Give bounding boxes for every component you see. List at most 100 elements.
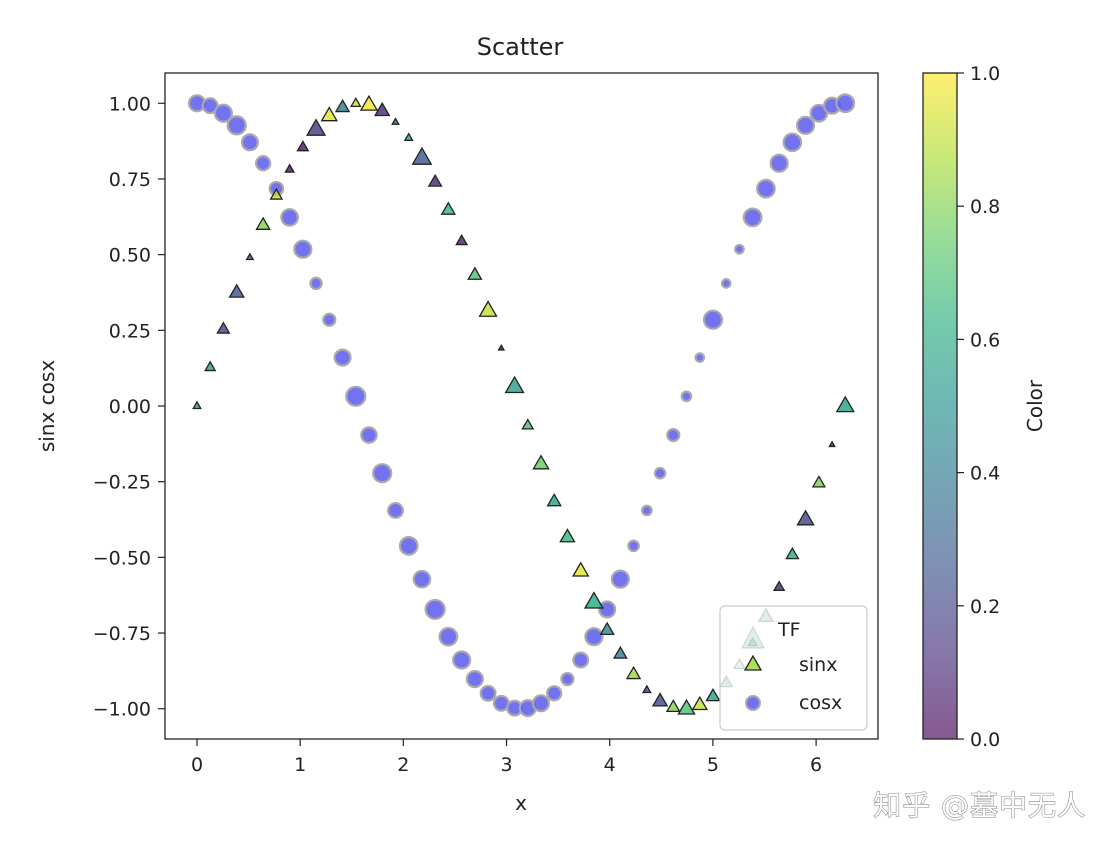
sinx-point bbox=[269, 187, 284, 200]
sinx-point bbox=[665, 699, 681, 713]
sinx-point bbox=[245, 252, 255, 261]
cosx-point bbox=[795, 115, 816, 135]
sinx-point bbox=[359, 94, 379, 111]
y-tick-label: 0.75 bbox=[109, 169, 151, 191]
cosx-point bbox=[333, 348, 352, 367]
cosx-point bbox=[226, 115, 247, 136]
cosx-point bbox=[769, 153, 789, 173]
sinx-point bbox=[391, 117, 400, 125]
cosx-point bbox=[372, 463, 393, 484]
cosx-point bbox=[782, 132, 803, 153]
cosx-point bbox=[398, 535, 419, 556]
sinx-point bbox=[497, 343, 506, 351]
x-tick-label: 0 bbox=[191, 754, 203, 776]
sinx-point bbox=[828, 440, 836, 448]
colorbar-frame bbox=[922, 72, 958, 740]
sinx-point bbox=[216, 321, 231, 334]
sinx-point bbox=[705, 687, 721, 702]
colorbar-tick-label: 0.8 bbox=[970, 196, 1000, 218]
cosx-point bbox=[809, 103, 829, 123]
legend: TF sinx cosx bbox=[719, 605, 868, 731]
sinx-point bbox=[411, 146, 433, 165]
sinx-point bbox=[796, 509, 815, 526]
cosx-point bbox=[653, 466, 667, 480]
cosx-point bbox=[610, 569, 630, 589]
cosx-point bbox=[572, 651, 590, 669]
cosx-point bbox=[412, 569, 432, 589]
x-tick-label: 1 bbox=[294, 754, 306, 776]
sinx-point bbox=[559, 528, 576, 543]
y-tick-label: 1.00 bbox=[109, 93, 151, 115]
legend-title-marker bbox=[741, 625, 765, 649]
y-tick-label: −0.25 bbox=[93, 472, 151, 494]
y-tick-label: −0.75 bbox=[93, 623, 151, 645]
cosx-point bbox=[720, 278, 732, 289]
sinx-point bbox=[811, 475, 827, 488]
x-tick-label: 3 bbox=[500, 754, 512, 776]
colorbar: 0.0 0.2 0.4 0.6 0.8 1.0 Color bbox=[922, 63, 1047, 751]
cosx-point bbox=[680, 390, 693, 403]
sinx-point bbox=[546, 492, 562, 507]
sinx-point bbox=[641, 684, 652, 694]
sinx-point bbox=[521, 418, 535, 430]
colorbar-tick-label: 0.6 bbox=[970, 329, 1000, 351]
cosx-point bbox=[322, 312, 337, 327]
sinx-point bbox=[532, 454, 550, 470]
cosx-point bbox=[360, 426, 378, 444]
legend-cosx-marker bbox=[745, 695, 761, 711]
legend-sinx-label: sinx bbox=[799, 654, 837, 676]
cosx-point bbox=[666, 427, 681, 443]
sinx-point bbox=[373, 101, 391, 117]
cosx-point bbox=[560, 671, 575, 687]
y-tick-label: 0.50 bbox=[109, 245, 151, 267]
cosx-point bbox=[641, 504, 653, 517]
cosx-point bbox=[584, 627, 604, 647]
y-tick-label: −1.00 bbox=[93, 699, 151, 721]
sinx-point bbox=[651, 692, 669, 707]
colorbar-tick-label: 0.2 bbox=[970, 596, 1000, 618]
cosx-point bbox=[627, 539, 640, 553]
legend-sinx-marker bbox=[743, 654, 763, 671]
colorbar-ticks: 0.0 0.2 0.4 0.6 0.8 1.0 bbox=[957, 63, 1000, 751]
y-axis: −1.00 −0.75 −0.50 −0.25 0.00 0.25 0.50 0.75 1.00 bbox=[93, 93, 165, 721]
cosx-point bbox=[734, 243, 745, 255]
colorbar-label: Color bbox=[1023, 379, 1047, 432]
cosx-point bbox=[531, 694, 551, 713]
cosx-point bbox=[240, 133, 259, 152]
x-axis: 0 1 2 3 4 5 6 bbox=[191, 739, 822, 776]
cosx-point bbox=[465, 670, 484, 689]
sinx-point bbox=[403, 132, 414, 141]
cosx-point bbox=[598, 600, 617, 619]
colorbar-gradient bbox=[923, 73, 957, 739]
plot-marks bbox=[187, 93, 856, 718]
cosx-point bbox=[835, 93, 856, 114]
cosx-point bbox=[702, 309, 724, 330]
cosx-point bbox=[479, 684, 497, 702]
sinx-point bbox=[334, 98, 351, 113]
y-tick-label: 0.00 bbox=[109, 396, 151, 418]
cosx-point bbox=[387, 501, 404, 519]
chart-title: Scatter bbox=[477, 33, 564, 61]
sinx-point bbox=[467, 266, 483, 280]
sinx-point bbox=[583, 591, 604, 609]
x-axis-label: x bbox=[515, 791, 527, 815]
cosx-point bbox=[742, 207, 763, 228]
colorbar-tick-label: 0.4 bbox=[970, 463, 1000, 485]
sinx-point bbox=[440, 201, 457, 215]
cosx-point bbox=[254, 155, 272, 172]
cosx-point bbox=[546, 685, 563, 702]
sinx-point bbox=[772, 580, 786, 591]
cosx-point bbox=[280, 208, 299, 227]
y-axis-label: sinx cosx bbox=[35, 360, 59, 452]
sinx-point bbox=[571, 561, 590, 577]
sinx-point bbox=[255, 216, 271, 230]
x-tick-label: 5 bbox=[707, 754, 719, 776]
sinx-point bbox=[478, 300, 498, 317]
sinx-point bbox=[284, 163, 296, 173]
cosx-point bbox=[438, 626, 459, 647]
sinx-point bbox=[350, 96, 362, 107]
cosx-point bbox=[756, 178, 776, 199]
legend-title: TF bbox=[777, 619, 801, 641]
